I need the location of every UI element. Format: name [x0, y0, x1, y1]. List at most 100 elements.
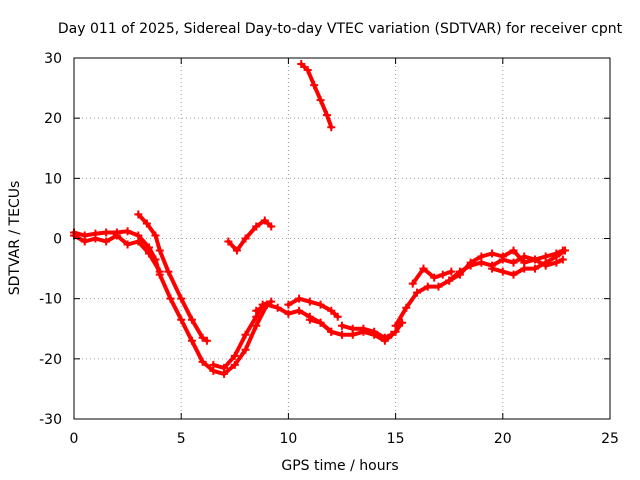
data-point [224, 237, 233, 246]
data-point [142, 219, 151, 228]
data-point [316, 318, 325, 327]
data-point [198, 357, 207, 366]
data-point [123, 240, 132, 249]
y-tick-label: -30 [39, 412, 62, 428]
data-point [338, 321, 346, 330]
data-point [297, 60, 306, 69]
data-point [134, 237, 143, 246]
x-tick-label: 0 [70, 431, 79, 447]
data-point [530, 255, 539, 264]
data-point [447, 267, 456, 276]
data-point [102, 228, 111, 237]
data-point [166, 294, 175, 303]
data-point [423, 282, 432, 291]
data-point [305, 297, 314, 306]
data-point [252, 321, 261, 330]
data-point [164, 267, 173, 276]
data-point [303, 66, 312, 75]
data-point [145, 249, 154, 258]
data-point [438, 270, 447, 279]
data-point [241, 234, 250, 243]
data-point [541, 258, 550, 267]
data-point [327, 327, 336, 336]
data-point [80, 237, 89, 246]
data-point [509, 258, 518, 267]
data-point [134, 210, 143, 219]
data-point [509, 270, 518, 279]
data-point [273, 303, 282, 312]
data-point [509, 246, 518, 255]
data-point [252, 222, 261, 231]
y-tick-label: 0 [53, 232, 62, 248]
data-point [348, 324, 357, 333]
data-point [387, 330, 396, 339]
data-point [370, 327, 379, 336]
data-point [230, 360, 239, 369]
data-point [413, 288, 422, 297]
data-point [520, 264, 529, 273]
data-point [402, 303, 411, 312]
y-tick-labels: -30 -20 -10 0 10 20 30 [39, 51, 62, 428]
data-point [91, 234, 100, 243]
data-point [187, 336, 196, 345]
data-point [155, 267, 164, 276]
data-point [198, 333, 207, 342]
data-point [177, 294, 186, 303]
data-point [241, 330, 250, 339]
x-tick-label: 20 [494, 431, 512, 447]
data-point [408, 279, 417, 288]
x-tick-label: 25 [601, 431, 619, 447]
data-point [380, 333, 389, 342]
data-point [202, 336, 211, 345]
data-point [241, 345, 250, 354]
data-point [322, 111, 331, 120]
data-point [434, 282, 443, 291]
data-point [220, 363, 229, 372]
x-tick-label: 10 [279, 431, 297, 447]
data-point [359, 324, 368, 333]
data-point [123, 227, 132, 236]
data-point [252, 306, 261, 315]
data-point [151, 231, 160, 240]
data-point [295, 294, 304, 303]
data-point [284, 300, 293, 309]
data-point [155, 246, 164, 255]
data-point [316, 300, 325, 309]
data-point [327, 123, 336, 132]
data-point [530, 264, 539, 273]
data-point [112, 231, 121, 240]
data-point [552, 252, 561, 261]
data-point [262, 300, 271, 309]
data-point [391, 321, 400, 330]
x-tick-label: 5 [177, 431, 186, 447]
y-tick-label: 10 [44, 171, 62, 187]
series-line-4 [226, 218, 274, 253]
data-point [477, 252, 486, 261]
series-group [70, 60, 569, 378]
y-tick-label: -20 [39, 352, 62, 368]
x-tick-label: 15 [387, 431, 405, 447]
data-point [187, 315, 196, 324]
data-point [419, 264, 428, 273]
data-point [177, 315, 186, 324]
y-tick-label: -10 [39, 292, 62, 308]
y-tick-label: 30 [44, 51, 62, 67]
data-point [232, 246, 241, 255]
data-point [488, 249, 497, 258]
y-tick-label: 20 [44, 111, 62, 127]
data-point [102, 237, 111, 246]
data-point [558, 255, 567, 264]
data-point [455, 270, 464, 279]
data-point [284, 309, 293, 318]
data-point [333, 312, 342, 321]
data-point [498, 252, 507, 261]
data-point [338, 330, 346, 339]
series-line-3 [136, 212, 209, 343]
chart-title: Day 011 of 2025, Sidereal Day-to-day VTE… [58, 21, 623, 37]
data-point [430, 273, 439, 282]
data-point [327, 306, 336, 315]
data-point [445, 276, 454, 285]
data-point [267, 222, 276, 231]
data-point [466, 258, 475, 267]
x-tick-labels: 0 5 10 15 20 25 [70, 431, 619, 447]
